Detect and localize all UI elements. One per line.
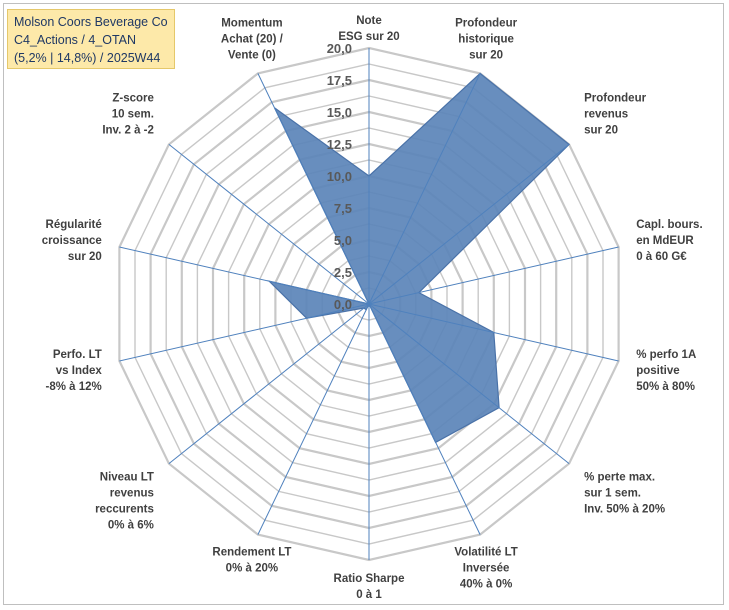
title-company: Molson Coors Beverage Co <box>14 15 168 29</box>
tick-label-3: 7,5 <box>334 201 352 216</box>
axis-label-7-line-1: 0 à 1 <box>356 589 382 601</box>
tick-label-4: 10,0 <box>327 169 352 184</box>
axis-label-4-line-2: 50% à 80% <box>636 381 695 393</box>
axis-label-1-line-1: historique <box>458 34 514 46</box>
axis-label-2-line-0: Profondeur <box>584 93 646 105</box>
axis-label-8-line-0: Rendement LT <box>212 546 291 558</box>
spoke-2 <box>368 144 570 305</box>
radar-spokes <box>119 48 619 560</box>
spoke-1 <box>368 73 481 305</box>
axis-label-10-line-1: vs Index <box>56 365 103 377</box>
axis-label-4-line-0: % perfo 1A <box>636 349 696 361</box>
axis-label-12-line-0: Z-score <box>112 93 154 105</box>
spoke-11 <box>119 246 370 305</box>
axis-label-3-line-2: 0 à 60 G€ <box>636 251 687 263</box>
axis-label-3-line-0: Capl. bours. <box>636 219 702 231</box>
axis-label-11-line-1: croissance <box>42 235 102 247</box>
series-area <box>267 72 571 444</box>
title-period: (5,2% | 14,8%) / 2025W44 <box>14 51 161 65</box>
spoke-4 <box>368 303 619 362</box>
axis-label-0-line-0: Note <box>356 15 382 27</box>
tick-label-7: 17,5 <box>327 73 352 88</box>
chart-title-box: Molson Coors Beverage Co C4_Actions / 4_… <box>7 9 175 69</box>
spoke-3 <box>368 246 619 305</box>
axis-label-0-line-1: ESG sur 20 <box>338 31 399 43</box>
tick-label-5: 12,5 <box>327 137 352 152</box>
axis-label-4-line-1: positive <box>636 365 679 377</box>
spoke-9 <box>168 303 370 464</box>
tick-label-6: 15,0 <box>327 105 352 120</box>
spoke-5 <box>368 303 570 464</box>
axis-label-6-line-0: Volatilité LT <box>454 546 517 558</box>
axis-label-1-line-0: Profondeur <box>455 18 517 30</box>
spoke-13 <box>257 73 370 305</box>
axis-label-5-line-2: Inv. 50% à 20% <box>584 503 665 515</box>
axis-label-2-line-1: revenus <box>584 109 628 121</box>
tick-label-0: 0,0 <box>334 297 352 312</box>
axis-label-1-line-2: sur 20 <box>469 50 503 62</box>
spoke-6 <box>368 303 481 535</box>
title-category: C4_Actions / 4_OTAN <box>14 33 137 47</box>
axis-label-13-line-0: Momentum <box>221 18 282 30</box>
axis-label-5-line-0: % perte max. <box>584 471 655 483</box>
axis-label-6-line-2: 40% à 0% <box>460 578 512 590</box>
axis-label-5-line-1: sur 1 sem. <box>584 487 641 499</box>
axis-label-9-line-2: reccurents <box>95 503 154 515</box>
axis-label-8-line-1: 0% à 20% <box>226 562 278 574</box>
axis-label-11-line-2: sur 20 <box>68 251 102 263</box>
axis-label-11-line-0: Régularité <box>46 219 102 231</box>
axis-label-7-line-0: Ratio Sharpe <box>334 573 405 585</box>
axis-label-9-line-1: revenus <box>110 487 154 499</box>
spoke-10 <box>119 303 370 362</box>
axis-label-12-line-1: 10 sem. <box>112 109 154 121</box>
axis-label-12-line-2: Inv. 2 à -2 <box>102 125 154 137</box>
spoke-12 <box>168 144 370 305</box>
radar-series <box>267 72 571 444</box>
axis-label-2-line-2: sur 20 <box>584 125 618 137</box>
axis-label-9-line-0: Niveau LT <box>100 471 154 483</box>
axis-label-13-line-2: Vente (0) <box>228 50 276 62</box>
axis-label-3-line-1: en MdEUR <box>636 235 694 247</box>
axis-label-6-line-1: Inversée <box>463 562 510 574</box>
tick-label-8: 20,0 <box>327 41 352 56</box>
axis-label-13-line-1: Achat (20) / <box>221 34 284 46</box>
axis-label-10-line-0: Perfo. LT <box>53 349 102 361</box>
axis-label-9-line-3: 0% à 6% <box>108 519 154 531</box>
radar-tick-labels: 0,0 2,5 5,0 7,5 10,0 12,5 15,0 17,5 20,0 <box>327 41 352 312</box>
tick-label-2: 5,0 <box>334 233 352 248</box>
tick-label-1: 2,5 <box>334 265 352 280</box>
spoke-8 <box>257 303 370 535</box>
axis-label-10-line-2: -8% à 12% <box>46 381 102 393</box>
radar-axis-labels: Note ESG sur 20 Profondeur historique sur 20… <box>42 15 703 601</box>
